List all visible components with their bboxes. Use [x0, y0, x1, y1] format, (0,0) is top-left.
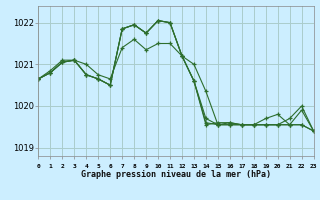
- X-axis label: Graphe pression niveau de la mer (hPa): Graphe pression niveau de la mer (hPa): [81, 170, 271, 179]
